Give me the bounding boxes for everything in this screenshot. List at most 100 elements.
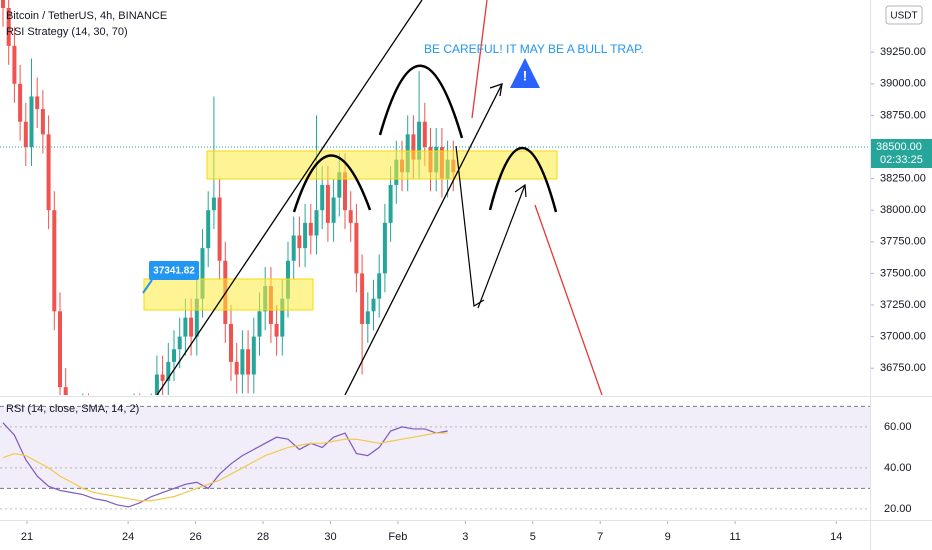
y-tick-label: 38750.00 xyxy=(880,109,926,121)
candle-body xyxy=(308,222,313,236)
y-tick-label: 40.00 xyxy=(884,462,912,474)
y-tick-label: 38000.00 xyxy=(880,204,926,216)
candle-body xyxy=(291,235,296,261)
candle-body xyxy=(200,248,205,299)
candle-body xyxy=(6,7,11,46)
candle-body xyxy=(377,273,382,299)
currency-box[interactable] xyxy=(885,5,923,25)
path-arrow xyxy=(477,184,526,309)
candle-body xyxy=(194,298,199,337)
price-label-box xyxy=(149,261,199,280)
candle-body xyxy=(331,197,336,223)
rsi-band xyxy=(0,406,870,489)
candle-body xyxy=(46,134,51,211)
arc xyxy=(488,146,558,213)
zone-lower xyxy=(143,278,314,311)
candle-body xyxy=(35,96,40,110)
y-tick-label: 39000.00 xyxy=(880,78,926,90)
rsi-title: RSI (14, close, SMA, 14, 2) xyxy=(6,403,139,415)
x-tick-label: 14 xyxy=(830,531,842,543)
candle-body xyxy=(12,45,17,84)
candle-body xyxy=(177,336,182,350)
x-tick-label: 30 xyxy=(324,531,336,543)
zone-upper xyxy=(206,150,558,180)
candle-body xyxy=(217,197,222,261)
candle-body xyxy=(251,336,256,375)
candle-body xyxy=(160,374,165,381)
rsi-line xyxy=(2,432,448,502)
candle-body xyxy=(257,311,262,337)
price-label: 37341.82 xyxy=(153,266,195,277)
candle-body xyxy=(240,349,245,375)
candle-body xyxy=(234,361,239,375)
x-tick-label: 26 xyxy=(189,531,201,543)
arc xyxy=(378,64,464,139)
candle-body xyxy=(229,323,233,362)
x-tick-label: 5 xyxy=(530,531,536,543)
x-tick-label: 3 xyxy=(462,531,468,543)
candle-body xyxy=(58,311,62,388)
candle-body xyxy=(211,197,216,211)
x-tick-label: 9 xyxy=(665,531,671,543)
arrow-head xyxy=(489,83,503,97)
candle-body xyxy=(354,222,359,274)
candle-body xyxy=(1,0,5,8)
x-tick-label: 24 xyxy=(122,531,134,543)
rsi-pane xyxy=(0,405,870,510)
red-line xyxy=(471,0,488,119)
candle-body xyxy=(337,172,342,198)
axes: 36750.00 37000.00 37250.00 37500.00 37750.00… xyxy=(21,46,932,543)
candle-body xyxy=(348,210,353,223)
y-tick-label: 39250.00 xyxy=(880,46,926,58)
candle-body xyxy=(360,273,365,324)
candle-body xyxy=(63,387,68,395)
candle-body xyxy=(314,210,319,236)
candle-body xyxy=(297,235,302,249)
y-tick-label: 20.00 xyxy=(884,503,912,515)
arrow-head xyxy=(514,183,527,198)
candle-body xyxy=(154,374,159,395)
candle-body xyxy=(183,317,188,337)
candle-body xyxy=(303,222,308,249)
chart-title: Bitcoin / TetherUS, 4h, BINANCE xyxy=(6,10,167,22)
candle-body xyxy=(411,134,416,160)
candle-body xyxy=(166,361,171,381)
candle-body xyxy=(40,109,45,135)
candle-body xyxy=(172,349,176,362)
x-tick-label: 28 xyxy=(257,531,269,543)
x-tick-label: 21 xyxy=(21,531,33,543)
candle-body xyxy=(18,83,23,122)
candle-body xyxy=(371,298,376,312)
x-tick-label: Feb xyxy=(388,531,407,543)
currency[interactable]: USDT xyxy=(890,11,917,22)
candle-body xyxy=(280,298,285,337)
strategy-label: RSI Strategy (14, 30, 70) xyxy=(6,26,128,38)
candle-body xyxy=(189,317,194,337)
x-tick-label: 11 xyxy=(729,531,740,543)
candle-body xyxy=(320,184,325,211)
arc xyxy=(292,154,372,213)
candle-body xyxy=(417,121,422,160)
candle-body xyxy=(388,184,393,223)
candle-body xyxy=(422,121,427,148)
drawings: ! xyxy=(143,0,603,395)
y-tick-label: 38250.00 xyxy=(880,173,926,185)
channel-line xyxy=(344,83,503,395)
y-tick-label: 37750.00 xyxy=(880,236,926,248)
y-tick-label: 37500.00 xyxy=(880,267,926,279)
current-price: 38500.00 xyxy=(876,141,922,153)
current-price-box xyxy=(871,139,932,169)
annotation: BE CAREFUL! IT MAY BE A BULL TRAP. xyxy=(424,42,644,56)
candle-body xyxy=(29,96,34,148)
candle-body xyxy=(206,210,211,249)
candle-body xyxy=(382,222,387,274)
y-tick-label: 37250.00 xyxy=(880,299,926,311)
candle-body xyxy=(365,311,370,324)
y-tick-label: 37000.00 xyxy=(880,331,926,343)
candle-body xyxy=(23,121,28,148)
x-tick-label: 7 xyxy=(597,531,603,543)
candle-body xyxy=(274,323,279,337)
rsi-line xyxy=(2,422,448,508)
y-tick-label: 36750.00 xyxy=(880,362,926,374)
